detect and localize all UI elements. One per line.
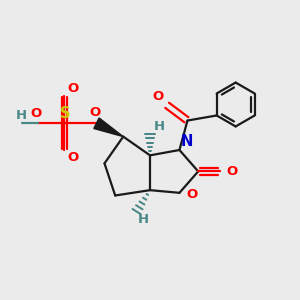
Text: O: O (152, 90, 164, 103)
Text: O: O (31, 107, 42, 120)
Text: H: H (16, 109, 27, 122)
Text: S: S (60, 106, 71, 121)
Text: O: O (89, 106, 101, 119)
Text: N: N (181, 134, 193, 149)
Polygon shape (94, 118, 123, 136)
Text: O: O (226, 165, 238, 178)
Text: H: H (154, 120, 165, 133)
Text: O: O (67, 151, 78, 164)
Text: O: O (67, 82, 78, 95)
Text: H: H (138, 213, 149, 226)
Text: O: O (186, 188, 197, 201)
